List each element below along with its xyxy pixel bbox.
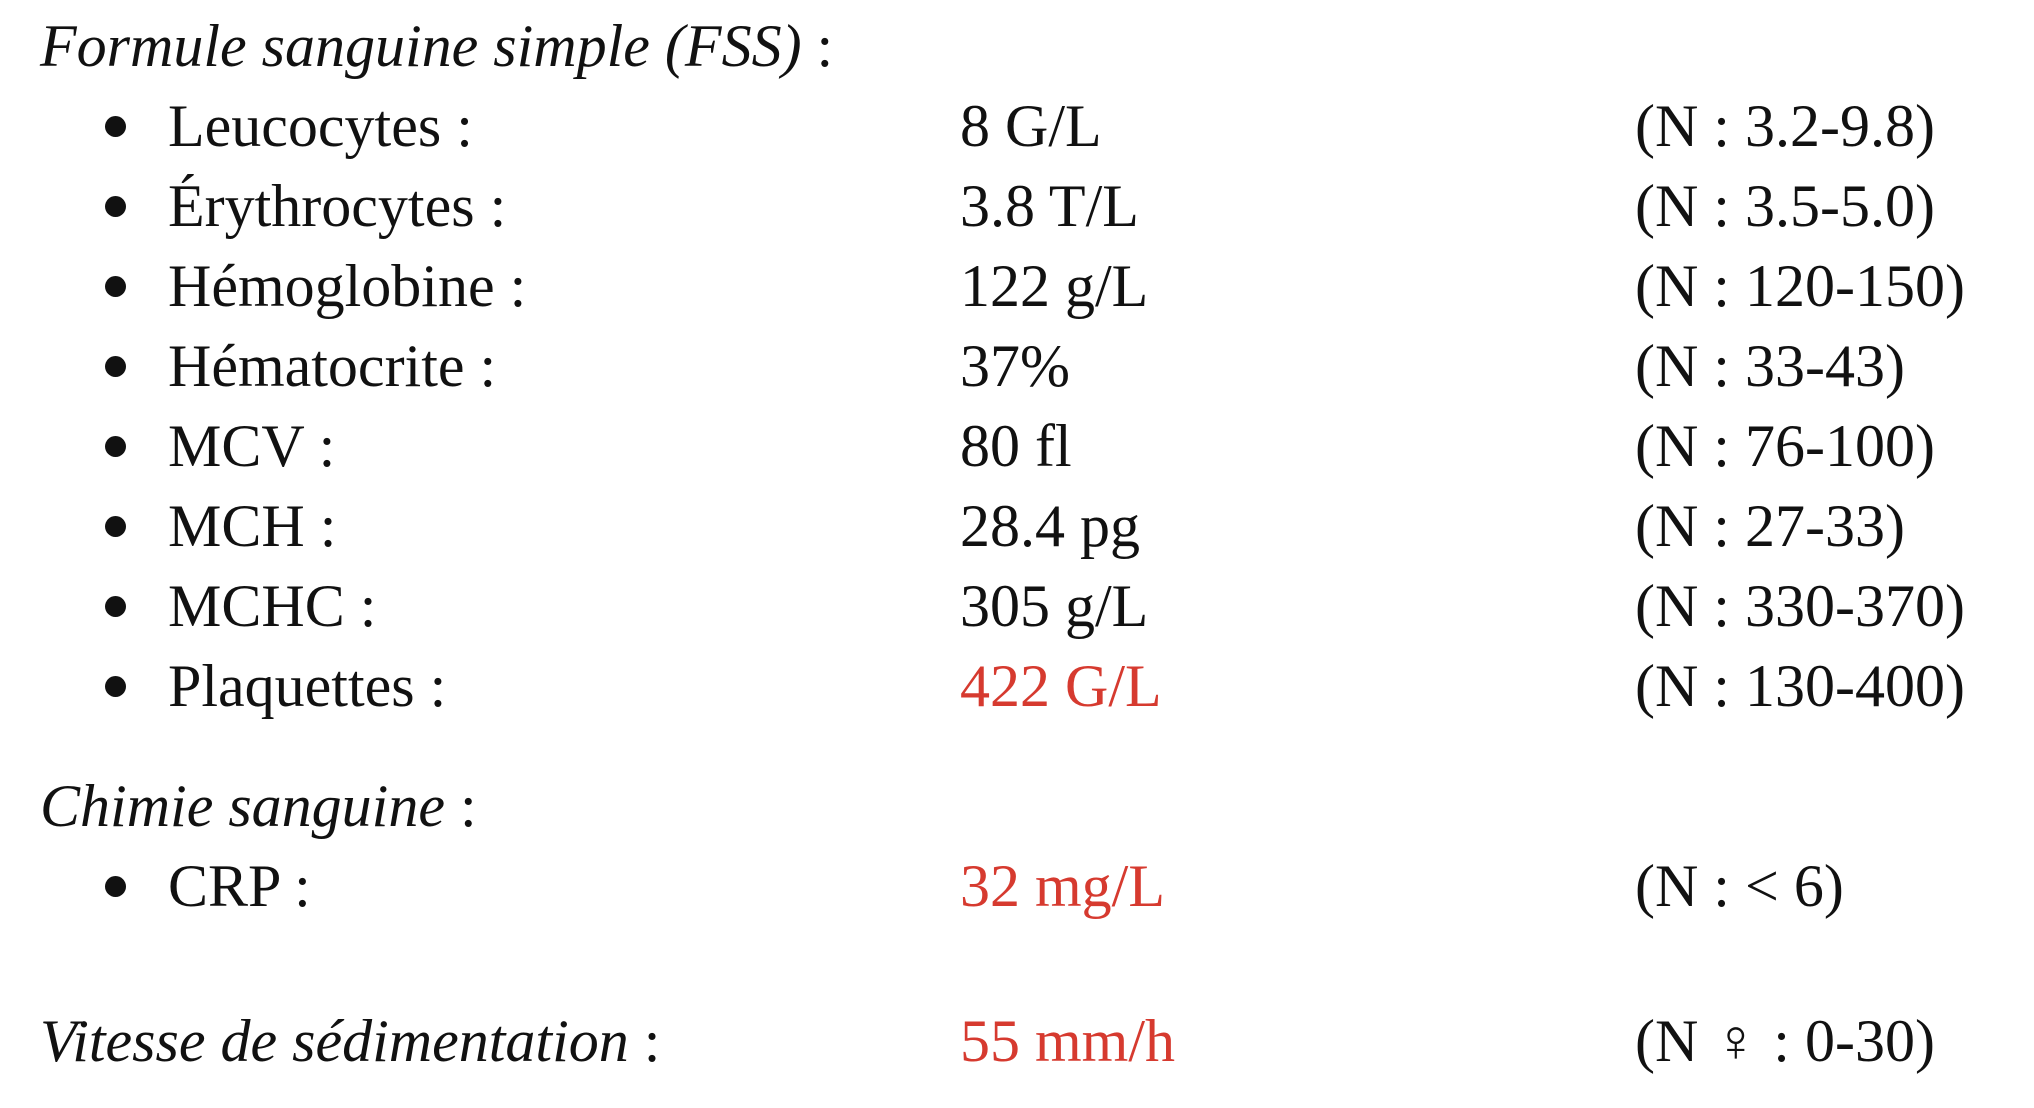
result-value: 3.8 T/L [960,173,1139,239]
result-label: MCV : [168,413,336,479]
result-value-abnormal: 55 mm/h [960,1008,1176,1074]
result-value-abnormal: 32 mg/L [960,853,1165,919]
result-normal-range: (N : < 6) [1635,853,1844,919]
result-label: CRP : [168,853,311,919]
result-label: Érythrocytes : [168,173,507,239]
result-value: 305 g/L [960,573,1149,639]
result-normal-range: (N : 27-33) [1635,493,1905,559]
result-normal-range: (N : 76-100) [1635,413,1935,479]
result-normal-range: (N : 130-400) [1635,653,1965,719]
vs-section-title: Vitesse de sédimentation : [40,1005,660,1077]
bullet-icon [105,196,126,217]
result-value: 28.4 pg [960,493,1140,559]
result-row-mch: MCH : 28.4 pg (N : 27-33) [0,490,2034,562]
vs-title-text: Vitesse de sédimentation [40,1008,629,1074]
bullet-icon [105,596,126,617]
result-normal-range: (N : 33-43) [1635,333,1905,399]
result-row-hematocrite: Hématocrite : 37% (N : 33-43) [0,330,2034,402]
fss-title-text: Formule sanguine simple (FSS) [40,13,802,79]
result-label: Plaquettes : [168,653,447,719]
chimie-title-text: Chimie sanguine [40,773,445,839]
bullet-icon [105,356,126,377]
bullet-icon [105,876,126,897]
result-label: Hématocrite : [168,333,497,399]
result-row-mcv: MCV : 80 fl (N : 76-100) [0,410,2034,482]
bullet-icon [105,276,126,297]
result-row-plaquettes: Plaquettes : 422 G/L (N : 130-400) [0,650,2034,722]
result-row-vs: Vitesse de sédimentation : 55 mm/h (N ♀ … [0,1005,2034,1077]
result-normal-range: (N : 120-150) [1635,253,1965,319]
result-row-crp: CRP : 32 mg/L (N : < 6) [0,850,2034,922]
result-row-leucocytes: Leucocytes : 8 G/L (N : 3.2-9.8) [0,90,2034,162]
vs-title-suffix: : [628,1008,661,1074]
result-value: 122 g/L [960,253,1149,319]
result-row-erythrocytes: Érythrocytes : 3.8 T/L (N : 3.5-5.0) [0,170,2034,242]
fss-title-suffix: : [801,13,834,79]
chimie-title-suffix: : [444,773,477,839]
bullet-icon [105,436,126,457]
bullet-icon [105,116,126,137]
result-value-abnormal: 422 G/L [960,653,1162,719]
result-normal-range: (N : 3.5-5.0) [1635,173,1935,239]
result-label: Leucocytes : [168,93,473,159]
fss-section-title: Formule sanguine simple (FSS) : [40,10,833,82]
chimie-section-title: Chimie sanguine : [40,770,477,842]
result-normal-range: (N : 330-370) [1635,573,1965,639]
result-normal-range: (N ♀ : 0-30) [1635,1008,1935,1074]
result-label: Hémoglobine : [168,253,527,319]
bullet-icon [105,516,126,537]
result-value: 80 fl [960,413,1072,479]
result-row-hemoglobine: Hémoglobine : 122 g/L (N : 120-150) [0,250,2034,322]
result-normal-range: (N : 3.2-9.8) [1635,93,1935,159]
bullet-icon [105,676,126,697]
result-value: 8 G/L [960,93,1102,159]
result-row-mchc: MCHC : 305 g/L (N : 330-370) [0,570,2034,642]
result-value: 37% [960,333,1070,399]
result-label: MCH : [168,493,337,559]
result-label: MCHC : [168,573,377,639]
